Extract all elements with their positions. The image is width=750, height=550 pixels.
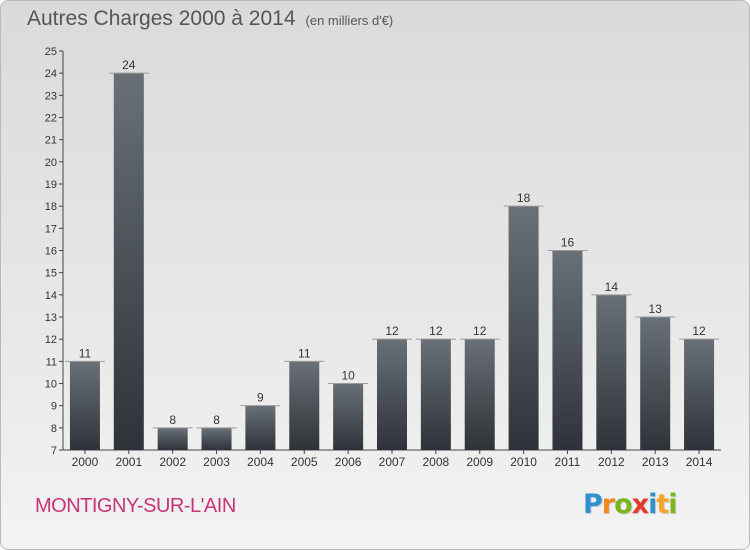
y-tick-label: 24: [45, 68, 57, 80]
bar: [333, 383, 364, 450]
bar: [464, 339, 495, 450]
y-tick-label: 18: [45, 201, 57, 213]
y-tick-label: 12: [45, 334, 57, 346]
bar: [640, 317, 671, 450]
logo-letter: i: [668, 489, 677, 520]
x-tick-label: 2011: [555, 455, 581, 469]
x-tick-label: 2007: [379, 455, 406, 469]
logo-letter: r: [601, 489, 615, 520]
data-label: 13: [649, 302, 663, 316]
bar: [201, 427, 232, 450]
bar: [552, 250, 583, 450]
logo-letter: t: [656, 489, 669, 520]
bar: [377, 339, 407, 450]
data-label: 18: [517, 191, 531, 205]
chart-title-text: Autres Charges 2000 à 2014: [27, 7, 296, 30]
y-tick-label: 22: [45, 113, 57, 125]
bar: [245, 405, 276, 450]
y-tick-label: 14: [45, 290, 57, 302]
chart-title-unit: (en milliers d'€): [305, 13, 394, 28]
data-label: 14: [605, 280, 619, 294]
place-name: MONTIGNY-SUR-L'AIN: [35, 495, 236, 517]
x-tick-label: 2003: [203, 455, 230, 469]
y-tick-label: 15: [45, 268, 57, 280]
data-label: 9: [257, 391, 264, 405]
y-tick-label: 21: [45, 135, 57, 147]
logo-letter: x: [631, 489, 649, 520]
y-tick-label: 23: [45, 90, 57, 102]
x-tick-label: 2009: [466, 455, 493, 469]
bar: [420, 339, 451, 450]
y-tick-label: 20: [45, 157, 57, 169]
logo-letter: o: [614, 489, 633, 520]
proxiti-logo[interactable]: Proxiti: [583, 489, 678, 520]
bar: [69, 361, 100, 450]
data-label: 11: [79, 346, 92, 360]
y-tick-label: 7: [51, 445, 57, 457]
bars: 11 24 8 8 9 11 10 12 12 12 18 16 14 13 12: [64, 58, 720, 451]
y-tick-label: 11: [46, 356, 57, 368]
x-tick-label: 2013: [642, 455, 669, 469]
y-tick-label: 16: [45, 246, 57, 258]
bar: [157, 427, 188, 450]
x-tick-label: 2005: [291, 455, 318, 469]
chart-title: Autres Charges 2000 à 2014 (en milliers d…: [27, 7, 393, 31]
y-tick-label: 10: [45, 379, 57, 391]
x-tick-label: 2004: [247, 455, 274, 469]
bar: [289, 361, 320, 450]
data-label: 10: [341, 369, 355, 383]
data-label: 8: [213, 413, 220, 427]
data-label: 12: [429, 324, 443, 338]
x-tick-label: 2006: [335, 455, 362, 469]
y-tick-label: 17: [45, 223, 57, 235]
y-tick-label: 9: [51, 401, 57, 413]
bar: [113, 73, 144, 451]
x-tick-label: 2000: [72, 455, 99, 469]
x-tick-label: 2001: [115, 455, 142, 469]
y-tick-label: 8: [51, 423, 57, 435]
x-tick-label: 2008: [423, 455, 450, 469]
y-tick-label: 25: [45, 46, 57, 58]
x-tick-label: 2012: [598, 455, 625, 469]
bar: [684, 339, 715, 450]
logo-letter: P: [583, 489, 603, 520]
x-tick-label: 2014: [686, 455, 713, 469]
x-tick-label: 2002: [159, 455, 186, 469]
y-tick-label: 19: [45, 179, 57, 191]
data-label: 8: [169, 413, 176, 427]
data-label: 12: [473, 324, 487, 338]
data-label: 11: [298, 346, 311, 360]
data-label: 24: [122, 58, 136, 72]
y-tick-label: 13: [45, 312, 57, 324]
logo-letter: i: [648, 489, 657, 520]
data-label: 12: [692, 324, 706, 338]
x-tick-label: 2010: [510, 455, 537, 469]
data-label: 16: [561, 236, 575, 250]
data-label: 12: [385, 324, 399, 338]
bar: [508, 206, 539, 450]
bar: [596, 294, 627, 450]
